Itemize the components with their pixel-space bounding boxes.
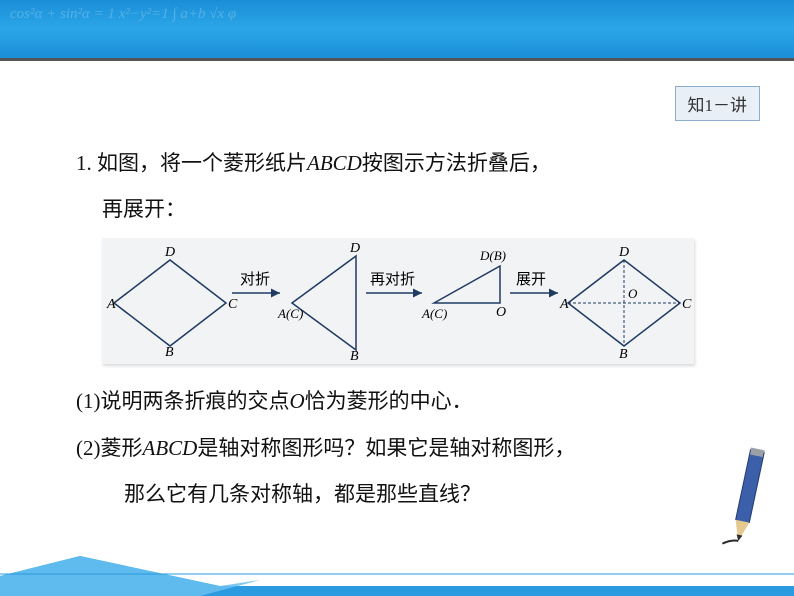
question-2a: (2)菱形ABCD是轴对称图形吗？如果它是轴对称图形，: [76, 425, 716, 471]
lbl-D2: D: [349, 241, 360, 256]
fold-diagram: A B C D 对折 A(C) B D 再对折 A(C) D(B): [102, 238, 694, 364]
step4-rhombus: A B C D O: [559, 245, 692, 362]
fold-diagram-svg: A B C D 对折 A(C) B D 再对折 A(C) D(B): [102, 238, 694, 364]
q1-var: O: [290, 389, 305, 413]
step1-rhombus: A B C D: [106, 245, 238, 360]
lbl-A2: A(C): [277, 306, 303, 321]
arrow3-label: 展开: [516, 272, 546, 288]
lbl-C1: C: [228, 297, 238, 312]
main-content: 1. 如图，将一个菱形纸片ABCD按图示方法折叠后， 再展开： A B C D …: [76, 140, 716, 517]
arrow2-label: 再对折: [370, 271, 415, 288]
line1-prefix: 1. 如图，将一个菱形纸片: [76, 151, 307, 175]
lbl-B2: B: [350, 349, 359, 364]
lbl-A4: A: [559, 297, 569, 312]
pencil-icon: [720, 440, 776, 560]
footer-decoration: [0, 536, 794, 596]
slide-header: cos²α + sin²α = 1 x²−y²=1 ∫ a+b √x φ: [0, 0, 794, 58]
step3-triangle: A(C) D(B) O: [421, 248, 506, 321]
line1-suffix: 按图示方法折叠后，: [362, 151, 551, 175]
lbl-C4: C: [682, 297, 692, 312]
line1-var: ABCD: [307, 151, 362, 175]
q1-prefix: (1)说明两条折痕的交点: [76, 389, 290, 413]
lbl-O3: O: [496, 305, 506, 320]
lbl-B1: B: [165, 345, 174, 360]
q2a-var: ABCD: [143, 436, 198, 460]
question-1: (1)说明两条折痕的交点O恰为菱形的中心．: [76, 378, 716, 424]
header-formula-overlay: cos²α + sin²α = 1 x²−y²=1 ∫ a+b √x φ: [0, 0, 794, 58]
step2-triangle: A(C) B D: [277, 241, 360, 364]
q2a-prefix: (2)菱形: [76, 436, 143, 460]
lbl-D3: D(B): [479, 248, 506, 263]
q1-suffix: 恰为菱形的中心．: [305, 389, 473, 413]
section-tag: 知1－讲: [675, 86, 761, 121]
lbl-A3: A(C): [421, 306, 447, 321]
lbl-O4: O: [628, 286, 638, 301]
header-divider: [0, 58, 794, 61]
lbl-A1: A: [106, 297, 116, 312]
line-2: 再展开：: [76, 186, 716, 232]
lbl-D1: D: [164, 245, 175, 260]
lbl-D4: D: [618, 245, 629, 260]
line-1: 1. 如图，将一个菱形纸片ABCD按图示方法折叠后，: [76, 140, 716, 186]
lbl-B4: B: [619, 347, 628, 362]
q2a-suffix: 是轴对称图形吗？如果它是轴对称图形，: [197, 436, 575, 460]
question-2b: 那么它有几条对称轴，都是那些直线？: [76, 471, 716, 517]
arrow1-label: 对折: [240, 271, 270, 288]
